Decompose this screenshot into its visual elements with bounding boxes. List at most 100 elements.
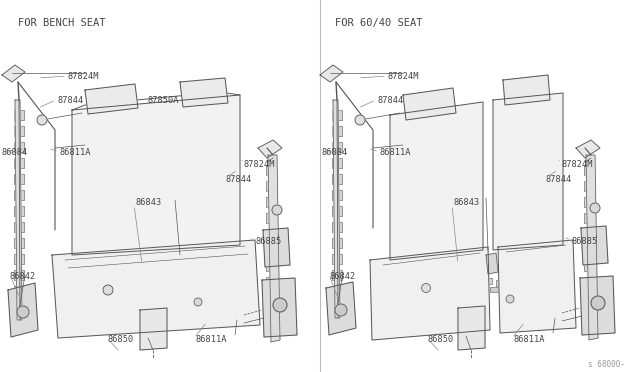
Text: 86811A: 86811A [380,148,412,157]
Text: 87844: 87844 [226,175,252,184]
Text: 86884: 86884 [322,148,348,157]
Bar [14,270,24,280]
Bar [444,272,453,278]
Polygon shape [180,78,228,107]
Circle shape [194,298,202,306]
Bar [466,281,474,286]
Bar [457,274,466,280]
Polygon shape [52,240,260,338]
Text: 86885: 86885 [572,237,598,246]
Bar [584,213,593,223]
Polygon shape [8,283,38,337]
Bar [332,238,342,248]
Text: 86842: 86842 [330,272,356,281]
Polygon shape [403,88,456,120]
Bar [128,274,138,280]
Bar [266,277,275,287]
Bar [266,293,275,303]
Bar [332,206,342,216]
Text: FOR BENCH SEAT: FOR BENCH SEAT [18,18,106,28]
Polygon shape [72,95,240,255]
Polygon shape [320,65,343,82]
Text: 87824M: 87824M [562,160,593,169]
Bar [14,158,24,168]
Bar [14,254,24,264]
Bar [114,272,124,278]
Bar [332,174,342,184]
Text: 86843: 86843 [135,198,161,207]
Bar [162,286,170,291]
Polygon shape [493,93,563,250]
Polygon shape [576,140,600,158]
Circle shape [422,283,431,292]
Bar [332,222,342,232]
Polygon shape [458,306,485,350]
Bar [584,197,593,207]
Bar [266,213,275,223]
Polygon shape [15,100,22,320]
Bar [14,206,24,216]
Bar [332,190,342,200]
Polygon shape [140,308,167,350]
Text: 86843: 86843 [453,198,479,207]
Bar [496,280,505,286]
Bar [584,229,593,239]
Polygon shape [326,282,356,335]
Polygon shape [333,100,340,318]
Bar [198,284,208,290]
Bar [584,261,593,271]
Circle shape [590,203,600,213]
Bar [14,174,24,184]
Polygon shape [581,226,608,265]
Bar [332,110,342,120]
Text: 86885: 86885 [255,237,281,246]
Text: 87824M: 87824M [68,72,99,81]
Bar [170,280,180,286]
Bar [156,278,166,284]
Bar [332,142,342,152]
Bar [332,254,342,264]
Text: 87844: 87844 [546,175,572,184]
Bar [418,268,427,274]
Bar [266,229,275,239]
Text: 86811A: 86811A [513,335,545,344]
Bar [584,277,593,287]
Bar [142,276,152,282]
Bar [14,142,24,152]
Bar [14,110,24,120]
Polygon shape [390,102,483,260]
Circle shape [335,304,347,316]
Circle shape [103,285,113,295]
Circle shape [506,295,514,303]
Bar [502,290,510,295]
Text: 86884: 86884 [2,148,28,157]
Polygon shape [370,247,490,340]
Polygon shape [85,84,138,114]
Bar [14,190,24,200]
Bar [14,286,24,296]
Bar [14,126,24,136]
Text: s 68000-: s 68000- [588,360,625,369]
Bar [332,158,342,168]
Circle shape [37,115,47,125]
Bar [470,276,479,282]
Bar [584,165,593,175]
Polygon shape [2,65,25,82]
Text: 87844: 87844 [377,96,403,105]
Text: 86811A: 86811A [195,335,227,344]
Text: 86850: 86850 [108,335,134,344]
Bar [150,283,158,288]
Bar [266,181,275,191]
Bar [584,309,593,319]
Circle shape [272,205,282,215]
Circle shape [273,298,287,312]
Bar [266,165,275,175]
Bar [174,289,182,294]
Bar [14,222,24,232]
Polygon shape [486,253,498,274]
Bar [266,197,275,207]
Polygon shape [262,278,297,337]
Bar [266,245,275,255]
Text: 87850A: 87850A [148,96,179,105]
Bar [184,282,194,288]
